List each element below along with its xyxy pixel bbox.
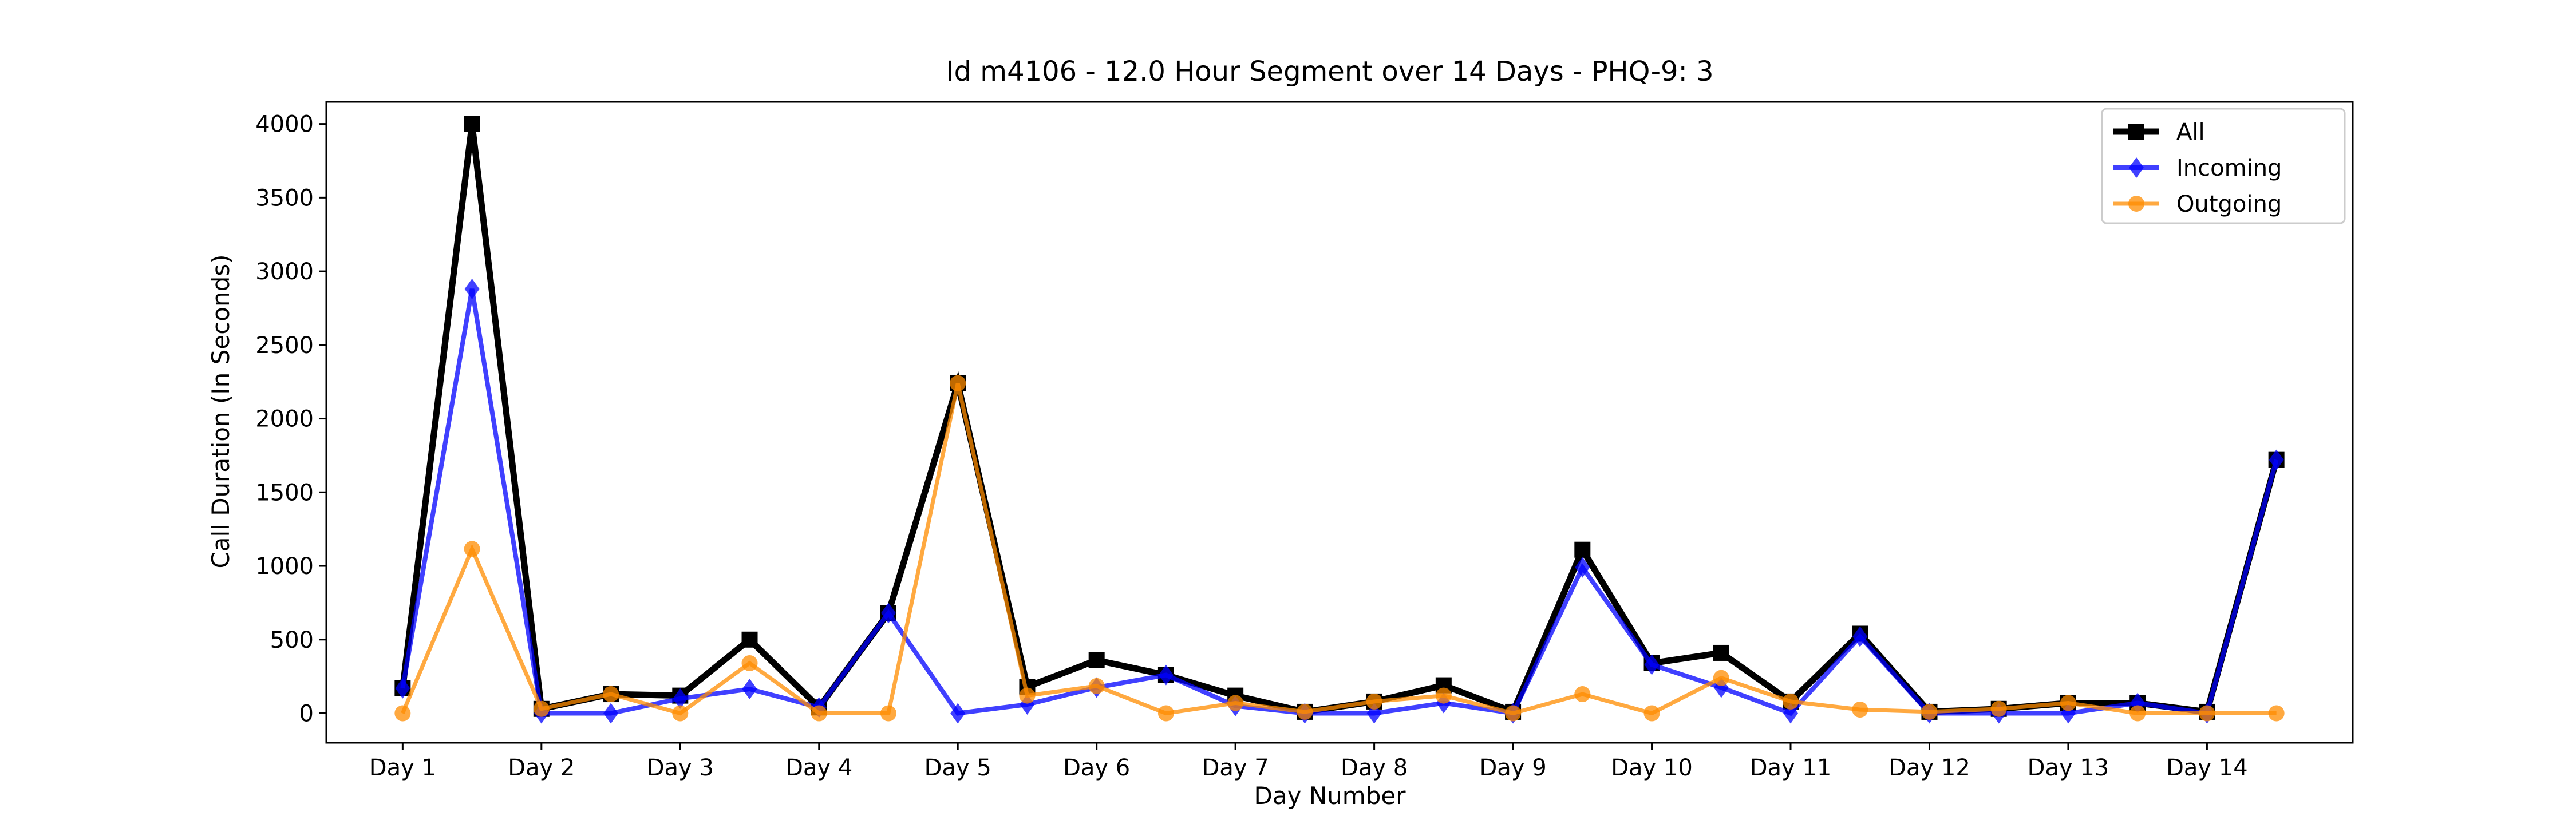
data-point-incoming (1575, 557, 1590, 578)
data-point-outgoing (394, 705, 411, 722)
legend-label-outgoing: Outgoing (2176, 191, 2282, 217)
data-point-all (1574, 541, 1591, 558)
data-point-all (464, 116, 480, 132)
data-point-outgoing (2060, 695, 2076, 711)
data-point-outgoing (741, 655, 758, 671)
data-point-outgoing (2268, 705, 2285, 722)
plot-frame (325, 101, 2354, 744)
data-point-outgoing (1990, 700, 2007, 717)
legend-item-outgoing: Outgoing (2113, 191, 2282, 217)
legend-marker-outgoing (2128, 196, 2144, 212)
data-point-outgoing (1435, 687, 1452, 704)
y-tick-label: 4000 (255, 112, 314, 138)
legend-item-incoming: Incoming (2113, 155, 2282, 181)
data-point-incoming (742, 679, 757, 700)
legend-item-all: All (2113, 119, 2205, 145)
data-point-incoming (673, 688, 688, 709)
data-point-outgoing (533, 700, 550, 717)
x-tick-label: Day 8 (1341, 755, 1408, 781)
x-tick-label: Day 13 (2028, 755, 2109, 781)
data-point-outgoing (464, 541, 480, 557)
x-axis-label: Day Number (1254, 782, 1406, 810)
series-line-incoming (400, 288, 2279, 716)
y-tick-label: 3500 (255, 185, 314, 211)
data-point-incoming (1852, 626, 1868, 647)
data-point-outgoing (1921, 703, 1938, 720)
legend-marker-all (2128, 124, 2144, 140)
data-point-outgoing (672, 705, 689, 722)
data-point-outgoing (1643, 705, 1660, 722)
x-tick-label: Day 14 (2166, 755, 2248, 781)
x-tick-label: Day 4 (785, 755, 852, 781)
x-tick-label: Day 12 (1888, 755, 1970, 781)
data-point-outgoing (1505, 705, 1522, 722)
data-point-outgoing (1713, 670, 1729, 686)
data-point-all (741, 631, 758, 648)
data-point-outgoing (1574, 686, 1591, 703)
data-point-incoming (1644, 654, 1660, 675)
series-line-outgoing (401, 383, 2277, 716)
data-point-incoming (464, 278, 480, 299)
data-point-incoming (881, 603, 896, 624)
data-point-incoming (395, 678, 410, 699)
data-point-outgoing (2129, 705, 2146, 722)
data-point-incoming (1158, 664, 1174, 686)
legend: All Incoming Outgoing (2101, 108, 2346, 224)
y-tick-label: 0 (299, 701, 314, 727)
legend-box (2101, 108, 2346, 224)
x-tick-label: Day 10 (1611, 755, 1693, 781)
x-tick-label: Day 2 (508, 755, 575, 781)
chart-title: Id m4106 - 12.0 Hour Segment over 14 Day… (946, 56, 1713, 88)
x-tick-label: Day 11 (1750, 755, 1832, 781)
data-point-outgoing (1783, 693, 1799, 710)
series-outgoing (394, 375, 2285, 722)
data-point-outgoing (1227, 695, 1244, 711)
x-tick-label: Day 5 (924, 755, 991, 781)
x-tick-label: Day 7 (1202, 755, 1269, 781)
plot-area: Day 1 Day 2 Day 3 Day 4 Day 5 Day 6 Day 7 Day 8… (255, 101, 2354, 781)
data-point-outgoing (1088, 678, 1105, 694)
y-tick-label: 2500 (255, 332, 314, 359)
y-tick-label: 1500 (255, 480, 314, 506)
data-point-all (1713, 644, 1729, 661)
y-tick-label: 2000 (255, 406, 314, 433)
x-tick-label: Day 3 (647, 755, 714, 781)
data-point-outgoing (1019, 687, 1036, 704)
x-tick-label: Day 1 (369, 755, 436, 781)
data-point-outgoing (811, 705, 827, 722)
data-point-outgoing (1157, 705, 1174, 722)
y-tick-label: 500 (270, 627, 314, 653)
y-tick-label: 1000 (255, 553, 314, 580)
data-point-outgoing (950, 375, 966, 391)
data-point-incoming (2269, 449, 2284, 470)
y-axis-label: Call Duration (In Seconds) (207, 254, 235, 568)
data-point-outgoing (880, 705, 896, 722)
data-point-outgoing (603, 686, 619, 703)
data-point-outgoing (1366, 693, 1382, 710)
data-point-outgoing (2199, 705, 2215, 722)
x-tick-label: Day 9 (1480, 755, 1547, 781)
data-point-all (1088, 652, 1105, 668)
legend-label-incoming: Incoming (2176, 155, 2282, 181)
x-tick-label: Day 6 (1063, 755, 1130, 781)
legend-label-all: All (2176, 119, 2205, 145)
legend-marker-incoming (2129, 157, 2144, 178)
y-tick-label: 3000 (255, 259, 314, 285)
data-point-outgoing (1297, 703, 1313, 720)
data-point-incoming (603, 703, 619, 724)
data-point-outgoing (1852, 702, 1868, 718)
data-point-incoming (950, 703, 966, 724)
